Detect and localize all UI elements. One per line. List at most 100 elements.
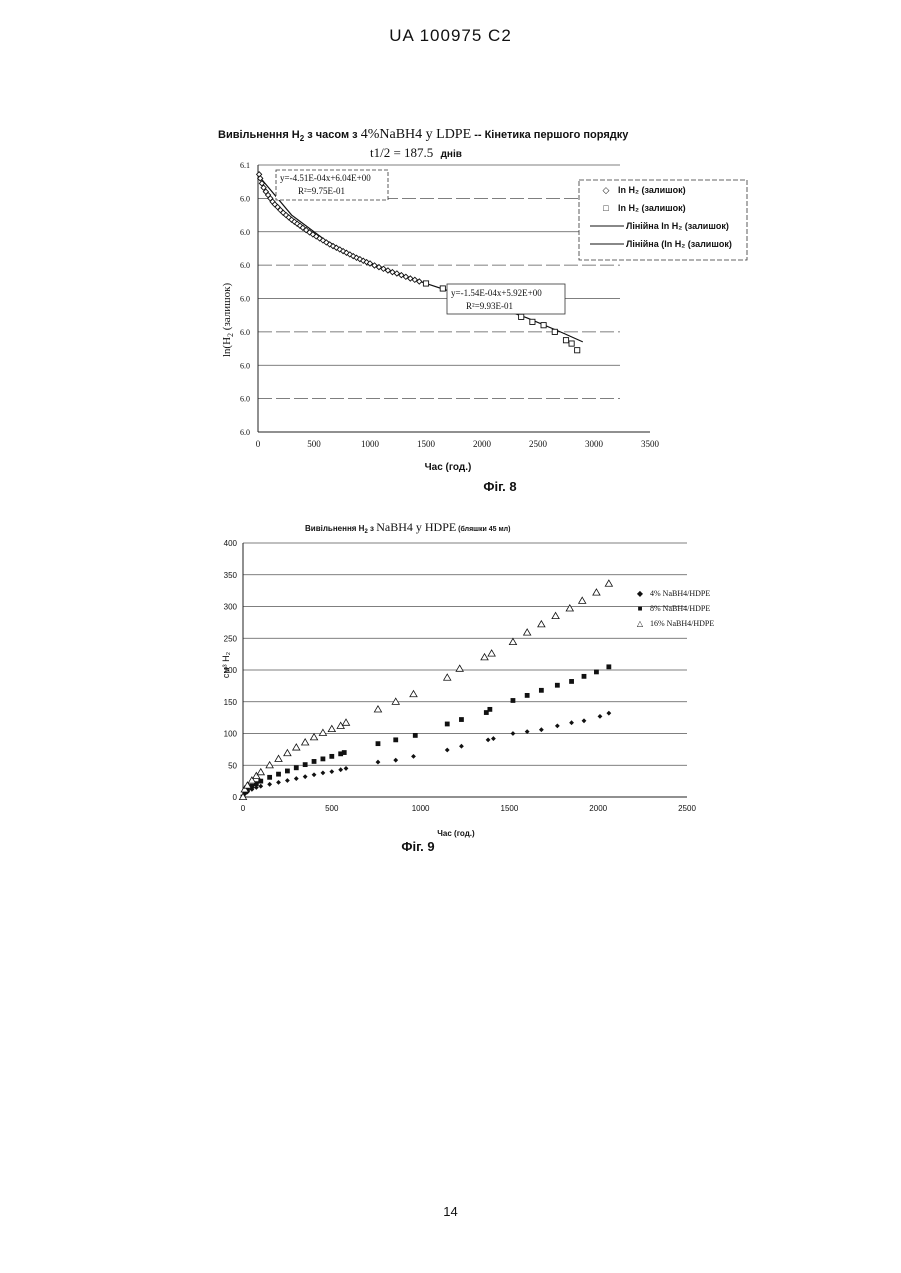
fig9-point-square [267, 775, 272, 780]
fig9-point-square [276, 772, 281, 777]
fig9-x-tick-label: 2000 [589, 804, 607, 813]
page-number: 14 [0, 1204, 901, 1219]
fig9-x-tick-label: 1000 [412, 804, 430, 813]
fig9-point-square [413, 733, 418, 738]
fig9-point-triangle [284, 750, 291, 756]
fig9-point-triangle [241, 786, 248, 792]
fig8-point-square [440, 286, 445, 291]
fig9-data-points [239, 580, 612, 800]
fig9-point-square [445, 722, 450, 727]
fig9-y-tick-label: 350 [224, 571, 238, 580]
fig9-point-diamond [242, 791, 247, 796]
fig9-point-diamond [249, 787, 254, 792]
fig9-point-triangle [509, 638, 516, 644]
fig9-point-square [459, 717, 464, 722]
fig9-point-triangle [579, 597, 586, 603]
fig8-title-suffix: -- Кінетика першого порядку [471, 129, 629, 141]
fig9-caption: Фіг. 9 [401, 839, 434, 854]
fig9-gridlines [243, 543, 687, 765]
fig8-legend-marker: □ [603, 203, 609, 213]
fig9-point-triangle [392, 698, 399, 704]
fig9-point-triangle [552, 612, 559, 618]
fig9-point-diamond [344, 766, 349, 771]
fig9-point-square [321, 757, 326, 762]
fig8-title: Вивільнення H2 з часом з 4%NaBH4 у LDPE … [218, 127, 629, 160]
fig9-point-square [569, 679, 574, 684]
fig9-legend-label: 4% NaBH4/HDPE [650, 589, 710, 598]
fig9-point-triangle [248, 777, 255, 783]
fig9-y-tick-label: 300 [224, 603, 238, 612]
fig9-point-square [487, 707, 492, 712]
fig9-point-square [539, 688, 544, 693]
fig9-point-triangle [374, 706, 381, 712]
fig9-title-mid: з [368, 524, 376, 533]
fig9-y-tick-label: 150 [224, 698, 238, 707]
fig9-legend-label: 16% NaBH4/HDPE [650, 619, 714, 628]
fig9-point-diamond [241, 795, 246, 800]
fig9-point-diamond [267, 782, 272, 787]
fig8-y-tick-label: 6.0 [240, 361, 250, 370]
fig8-point-square [541, 323, 546, 328]
fig9-title: Вивільнення H2 з NaBH4 у HDPE (бляшки 45… [305, 520, 510, 535]
fig9-point-square [376, 741, 381, 746]
fig9-point-diamond [459, 744, 464, 749]
fig8-y-tick-label: 6.0 [240, 395, 250, 404]
fig9-y-tick-label: 250 [224, 634, 238, 643]
fig9-point-square [294, 765, 299, 770]
fig9-point-square [258, 779, 263, 784]
fig8-legend: ◇ln H₂ (залишок)□ln H₂ (залишок)Лінійна … [579, 180, 747, 260]
fig8-eq1-line2: R²=9.75E-01 [298, 186, 345, 196]
fig8-x-tick-label: 1000 [361, 439, 380, 449]
fig9-point-diamond [303, 774, 308, 779]
fig9-x-tick-label: 0 [241, 804, 246, 813]
fig9-ylabel: см³ H₂ [221, 651, 231, 678]
fig9-point-diamond [338, 767, 343, 772]
fig9-x-tick-label: 2500 [678, 804, 696, 813]
fig9-legend-marker: ◆ [637, 589, 644, 598]
fig9-x-tick-label: 1500 [501, 804, 519, 813]
fig9-point-diamond [376, 760, 381, 765]
fig9-title-sub: 2 [364, 529, 368, 535]
fig8-x-tick-label: 3500 [641, 439, 660, 449]
fig8-x-tick-label: 500 [307, 439, 321, 449]
fig8-legend-label: Лінійна (ln H₂ (залишок) [626, 239, 732, 249]
fig9-point-square [555, 683, 560, 688]
fig9-point-square [245, 787, 250, 792]
fig8-halflife-unit: днів [441, 149, 462, 160]
fig9-point-diamond [329, 769, 334, 774]
fig9-y-tick-label: 0 [233, 793, 238, 802]
fig9-point-triangle [456, 665, 463, 671]
fig9-point-triangle [275, 755, 282, 761]
fig8-legend-marker: ◇ [603, 185, 610, 195]
fig8-point-square [563, 338, 568, 343]
fig8-xlabel: Час (год.) [425, 462, 472, 473]
fig9-point-triangle [524, 629, 531, 635]
fig8-point-square [530, 319, 535, 324]
fig9-point-triangle [266, 762, 273, 768]
fig9-point-diamond [555, 723, 560, 728]
fig8-x-tick-label: 3000 [585, 439, 604, 449]
fig8-y-tick-label: 6.0 [240, 228, 250, 237]
fig9-point-diamond [245, 790, 250, 795]
fig8-x-tick-label: 0 [256, 439, 261, 449]
fig9-point-diamond [539, 727, 544, 732]
fig8-y-tick-label: 6.0 [240, 295, 250, 304]
fig8-title-prefix: Вивільнення H [218, 129, 300, 141]
fig9-y-tick-label: 200 [224, 666, 238, 675]
fig9-point-triangle [239, 793, 246, 799]
fig8-legend-label: ln H₂ (залишок) [618, 185, 686, 195]
fig9-title-suffix: (бляшки 45 мл) [456, 525, 510, 533]
fig8-point-square [575, 348, 580, 353]
fig9-point-square [484, 710, 489, 715]
fig9-point-square [338, 751, 343, 756]
fig8-y-tick-label: 6.1 [240, 161, 250, 170]
fig9-point-triangle [302, 739, 309, 745]
fig8-ylabel: ln(H2 (залишок) [221, 283, 235, 358]
fig8-legend-label: Лінійна ln H₂ (залишок) [626, 221, 729, 231]
fig8-x-tick-label: 2500 [529, 439, 548, 449]
fig8-x-tick-label: 1500 [417, 439, 436, 449]
fig9-point-square [511, 698, 516, 703]
fig9-legend-marker: ■ [638, 604, 643, 613]
fig8-point-square [423, 281, 428, 286]
fig9-point-square [249, 784, 254, 789]
